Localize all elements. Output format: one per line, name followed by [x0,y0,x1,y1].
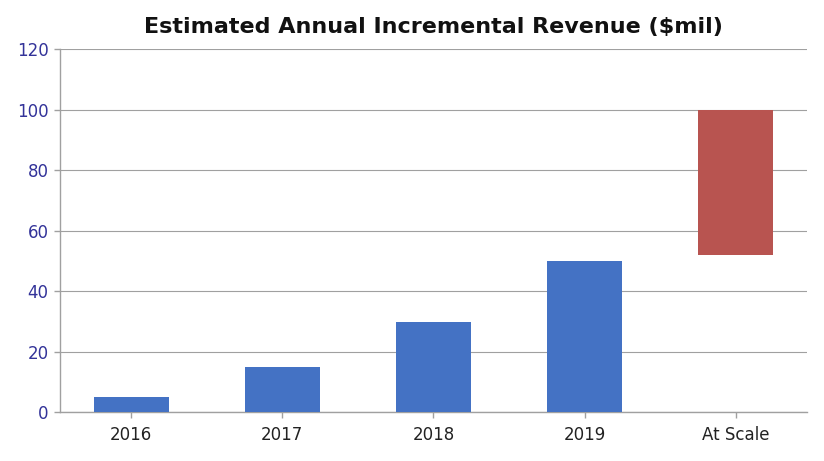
Bar [93,397,169,413]
Bar [396,322,471,413]
Bar [698,110,774,255]
Bar [547,261,622,413]
Bar [245,367,321,413]
Title: Estimated Annual Incremental Revenue ($mil): Estimated Annual Incremental Revenue ($m… [144,17,723,37]
